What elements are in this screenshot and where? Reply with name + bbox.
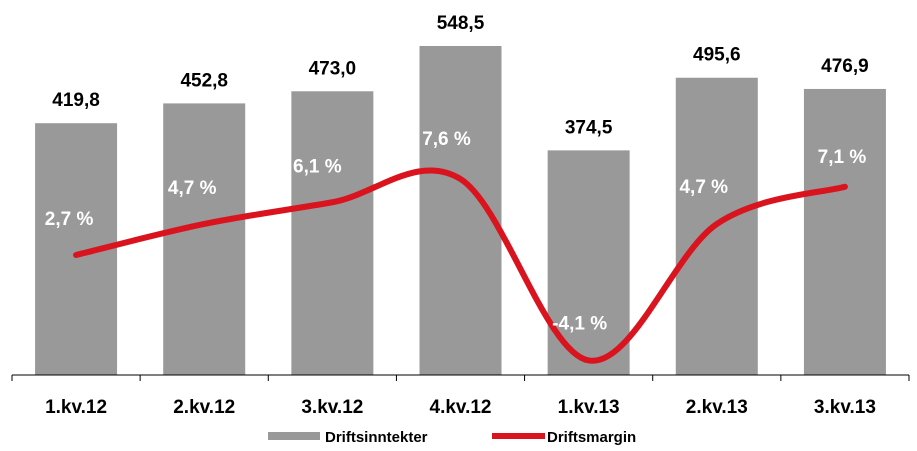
bar-value-label-1.kv.12: 419,8 bbox=[52, 90, 100, 111]
bar-value-label-3.kv.13: 476,9 bbox=[821, 56, 869, 77]
x-axis: 1.kv.12 2.kv.12 3.kv.12 4.kv.12 1.kv.13 2.kv.… bbox=[11, 374, 910, 418]
margin-value-label-3.kv.13: 7,1 % bbox=[818, 147, 867, 168]
legend: Driftsinntekter Driftsmargin bbox=[268, 429, 636, 446]
bar-value-label-1.kv.13: 374,5 bbox=[565, 117, 613, 138]
x-tick-label-1.kv.13: 1.kv.13 bbox=[558, 397, 620, 418]
bar-value-label-3.kv.12: 473,0 bbox=[309, 58, 357, 79]
margin-line-layer bbox=[73, 167, 848, 364]
margin-value-labels: 2,7 % 4,7 % 6,1 % 7,6 % -4,1 % 4,7 % 7,1 % bbox=[45, 129, 867, 334]
legend-swatch-driftsinntekter bbox=[268, 432, 320, 440]
margin-value-label-4.kv.12: 7,6 % bbox=[422, 129, 471, 150]
x-tick-label-1.kv.12: 1.kv.12 bbox=[45, 397, 107, 418]
bar-value-label-4.kv.12: 548,5 bbox=[437, 13, 485, 34]
margin-value-label-2.kv.12: 4,7 % bbox=[168, 178, 217, 199]
bar-value-label-2.kv.13: 495,6 bbox=[693, 45, 741, 66]
legend-label-driftsinntekter: Driftsinntekter bbox=[325, 429, 428, 446]
bar-3.kv.13 bbox=[803, 88, 886, 375]
bar-2.kv.12 bbox=[163, 103, 246, 375]
margin-value-label-3.kv.12: 6,1 % bbox=[293, 156, 342, 177]
bar-value-labels: 419,8 452,8 473,0 548,5 374,5 495,6 476,9 bbox=[52, 13, 868, 138]
margin-value-label-2.kv.13: 4,7 % bbox=[679, 177, 728, 198]
x-tick-label-3.kv.12: 3.kv.12 bbox=[301, 397, 363, 418]
x-tick-label-2.kv.13: 2.kv.13 bbox=[686, 397, 748, 418]
bar-3.kv.12 bbox=[291, 91, 374, 376]
x-tick-label-4.kv.12: 4.kv.12 bbox=[430, 397, 492, 418]
x-tick-label-3.kv.13: 3.kv.13 bbox=[814, 397, 876, 418]
legend-label-driftsmargin: Driftsmargin bbox=[547, 429, 636, 446]
bars-layer bbox=[35, 46, 886, 376]
margin-line bbox=[73, 167, 848, 364]
margin-value-label-1.kv.12: 2,7 % bbox=[45, 209, 94, 230]
bar-value-label-2.kv.12: 452,8 bbox=[180, 70, 228, 91]
margin-value-label-1.kv.13: -4,1 % bbox=[552, 313, 607, 334]
x-tick-label-2.kv.12: 2.kv.12 bbox=[173, 397, 235, 418]
